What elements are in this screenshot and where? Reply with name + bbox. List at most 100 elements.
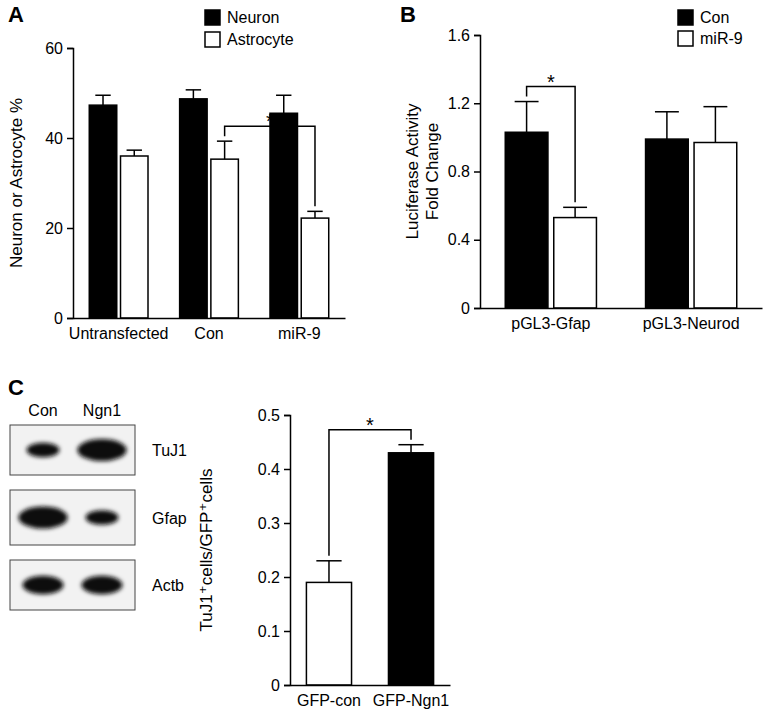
y-tick-mark xyxy=(284,685,290,687)
chart: 00.10.20.30.40.5GFP-conGFP-Ngn1TuJ1⁺cell… xyxy=(197,407,451,710)
x-tick: GFP-con xyxy=(297,685,361,709)
y-tick: 0 xyxy=(271,677,290,694)
panel-label: A xyxy=(8,2,24,27)
y-tick-label: 0.3 xyxy=(258,515,280,532)
error-bar xyxy=(655,112,679,139)
error-cap xyxy=(186,89,201,91)
chart: 0 20 40 60 Untransfected Con miR-9 Neuron or As… xyxy=(7,2,346,342)
chart: 00.40.81.21.6pGL3-GfappGL3-NeurodLucifer… xyxy=(400,2,763,332)
y-tick-mark xyxy=(67,48,73,50)
y-axis: 00.10.20.30.40.5 xyxy=(258,407,291,694)
row-label: Actb xyxy=(152,577,184,594)
y-tick-label: 0.1 xyxy=(258,623,280,640)
bar xyxy=(388,453,433,685)
legend-swatch xyxy=(678,10,693,25)
y-tick: 20 xyxy=(45,220,73,237)
error-line xyxy=(328,561,330,583)
y-tick-mark xyxy=(474,171,480,173)
lane-label: Con xyxy=(28,402,57,419)
significance: * xyxy=(527,71,576,203)
panel-label: B xyxy=(400,2,416,27)
significance-bracket xyxy=(329,430,411,556)
y-tick-mark xyxy=(284,631,290,633)
error-cap xyxy=(276,95,291,97)
legend: Neuron Astrocyte xyxy=(205,9,294,48)
blot-strip xyxy=(10,560,135,610)
legend-label: Con xyxy=(700,9,729,26)
y-tick-label: 0.2 xyxy=(258,569,280,586)
bar xyxy=(270,113,297,318)
y-tick-label: 0 xyxy=(54,310,63,327)
significance-label: * xyxy=(366,414,374,436)
y-axis-title-line: Neuron or Astrocyte % xyxy=(7,98,26,268)
significance-bracket xyxy=(225,126,315,206)
legend-label: Astrocyte xyxy=(227,31,294,48)
y-axis-title-line: Luciferase Activity xyxy=(403,103,422,240)
error-cap xyxy=(127,149,142,151)
bar xyxy=(121,156,148,318)
plot-area xyxy=(306,445,433,685)
y-tick-mark xyxy=(284,469,290,471)
y-tick-mark xyxy=(474,240,480,242)
significance-bracket xyxy=(527,87,576,203)
y-tick-label: 20 xyxy=(45,220,63,237)
x-axis: GFP-conGFP-Ngn1 xyxy=(291,685,451,709)
y-tick-label: 0 xyxy=(461,300,470,317)
bar xyxy=(89,105,116,318)
y-tick: 0.5 xyxy=(258,407,290,424)
error-cap xyxy=(316,560,341,562)
row-label: Gfap xyxy=(152,510,187,527)
plot-area xyxy=(505,102,736,308)
error-cap xyxy=(515,101,539,103)
bar xyxy=(694,142,737,308)
legend-swatch xyxy=(205,10,220,25)
x-axis-line xyxy=(481,308,763,310)
y-tick-mark xyxy=(474,308,480,310)
y-tick-label: 1.2 xyxy=(448,95,470,112)
x-tick-label: pGL3-Gfap xyxy=(511,315,590,332)
blot-strip xyxy=(10,425,135,475)
y-axis: 00.40.81.21.6 xyxy=(448,27,481,317)
error-bar xyxy=(398,445,423,453)
error-line xyxy=(666,112,668,139)
x-tick: miR-9 xyxy=(278,318,321,342)
error-cap xyxy=(398,444,423,446)
y-tick-mark xyxy=(284,523,290,525)
blot-strip xyxy=(10,490,135,545)
y-tick: 0 xyxy=(54,310,73,327)
error-line xyxy=(574,207,576,217)
error-cap xyxy=(95,95,110,97)
y-tick-label: 0.8 xyxy=(448,163,470,180)
legend-label: Neuron xyxy=(227,9,279,26)
y-tick-mark xyxy=(67,228,73,230)
error-bar xyxy=(95,95,110,105)
x-tick-label: GFP-con xyxy=(297,692,361,709)
y-tick-mark xyxy=(67,318,73,320)
x-tick-label: Untransfected xyxy=(69,325,169,342)
bar xyxy=(301,218,328,318)
error-bar xyxy=(217,141,232,159)
legend: ConmiR-9 xyxy=(678,9,743,47)
legend-swatch xyxy=(678,31,693,46)
y-tick: 40 xyxy=(45,130,73,147)
y-tick-mark xyxy=(474,103,480,105)
y-axis: 0 20 40 60 xyxy=(45,40,73,327)
error-bar xyxy=(307,211,322,218)
y-axis-line xyxy=(474,36,481,309)
y-tick-mark xyxy=(67,138,73,140)
y-tick: 1.2 xyxy=(448,95,480,112)
bar xyxy=(306,582,351,685)
y-tick: 0.8 xyxy=(448,163,480,180)
y-tick: 60 xyxy=(45,40,73,57)
row-label: TuJ1 xyxy=(152,442,187,459)
error-cap xyxy=(307,211,322,213)
x-tick: Con xyxy=(194,318,223,342)
blot-band xyxy=(81,576,122,594)
x-tick-label: miR-9 xyxy=(278,325,321,342)
y-axis-title: Neuron or Astrocyte % xyxy=(7,98,26,268)
y-tick: 0 xyxy=(461,300,480,317)
significance-label: * xyxy=(266,110,274,132)
significance: * xyxy=(329,414,411,556)
error-cap xyxy=(655,111,679,113)
y-tick-label: 0 xyxy=(271,677,280,694)
